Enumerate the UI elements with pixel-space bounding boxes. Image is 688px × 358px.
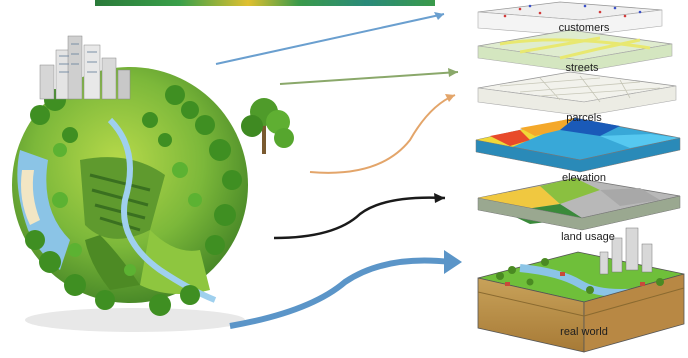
label-customers: customers: [559, 22, 610, 34]
city-buildings: [39, 35, 131, 100]
label-parcels: parcels: [566, 112, 602, 124]
label-real-world: real world: [560, 326, 608, 338]
label-elevation: elevation: [562, 172, 606, 184]
label-land-usage: land usage: [561, 231, 615, 243]
layer-elevation: [475, 117, 681, 173]
layer-streets: [477, 29, 673, 73]
layer-parcels: [477, 71, 677, 117]
globe-illustration: [12, 35, 294, 332]
layer-stack: customers streets parcels elevation land…: [475, 1, 685, 353]
arrow-to-parcels: [309, 94, 456, 174]
arrow-to-land-usage: [273, 196, 446, 240]
arrow-to-real-world: [229, 257, 451, 329]
layer-customers: [477, 1, 663, 37]
arrows: [215, 12, 462, 329]
arrow-to-customers: [215, 13, 445, 65]
layer-land-usage: [477, 177, 681, 231]
top-elevation-strip: [95, 0, 435, 6]
layer-real-world: [477, 227, 685, 353]
floating-tree-icon: [241, 98, 294, 154]
label-streets: streets: [565, 62, 599, 74]
arrow-to-streets: [279, 71, 459, 85]
